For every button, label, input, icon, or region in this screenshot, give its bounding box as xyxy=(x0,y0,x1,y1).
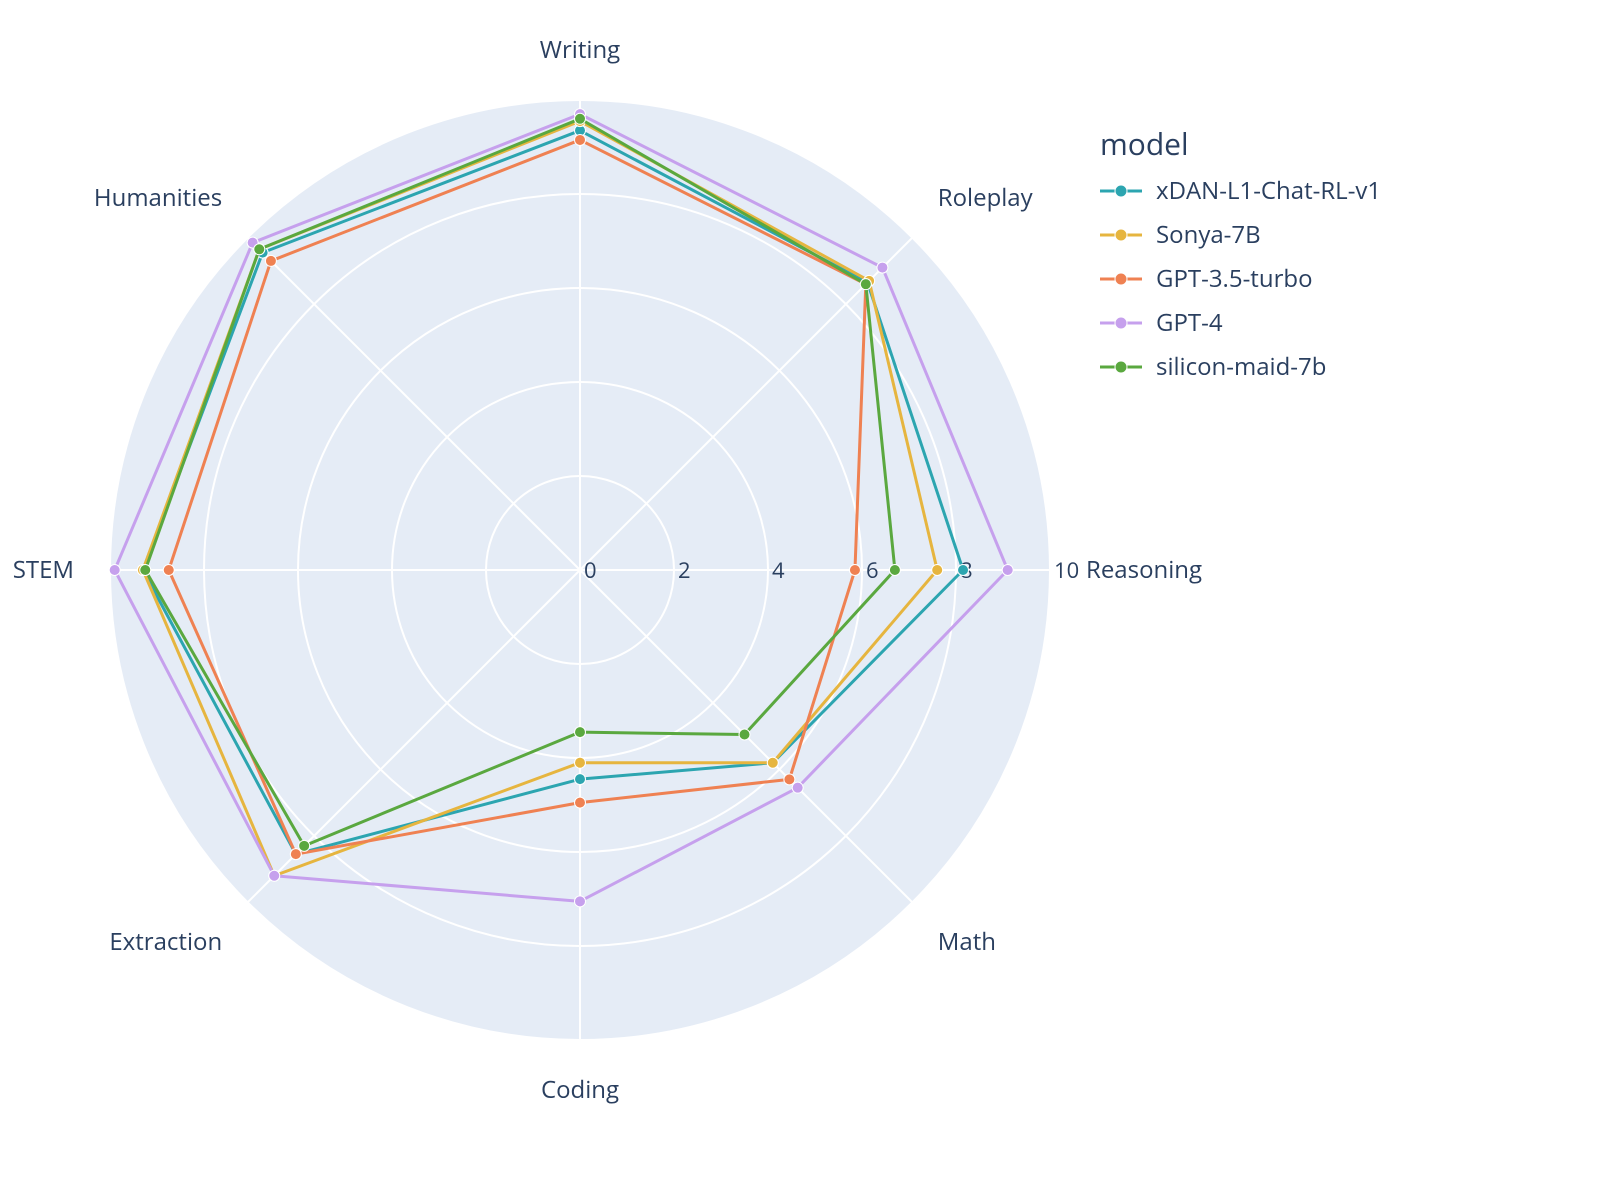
series-marker xyxy=(958,565,969,576)
legend-label[interactable]: GPT-4 xyxy=(1156,306,1223,339)
radial-tick-label: 4 xyxy=(772,555,785,585)
legend-swatch-marker xyxy=(1115,361,1127,373)
series-marker xyxy=(932,565,943,576)
radial-tick-label: 10 xyxy=(1054,555,1079,585)
series-marker xyxy=(860,279,871,290)
legend-label[interactable]: Sonya-7B xyxy=(1156,218,1261,251)
series-marker xyxy=(575,896,586,907)
series-marker xyxy=(575,757,586,768)
series-marker xyxy=(575,113,586,124)
radar-chart-container: 0246810WritingRoleplayReasoningMathCodin… xyxy=(0,0,1600,1200)
category-label: Reasoning xyxy=(1086,553,1202,586)
legend-label[interactable]: silicon-maid-7b xyxy=(1156,350,1326,383)
category-label: Coding xyxy=(541,1073,619,1106)
category-label: Extraction xyxy=(109,925,222,958)
legend-label[interactable]: xDAN-L1-Chat-RL-v1 xyxy=(1156,174,1381,207)
legend-swatch-marker xyxy=(1115,273,1127,285)
series-marker xyxy=(299,840,310,851)
radial-tick-label: 6 xyxy=(866,555,879,585)
legend-swatch-marker xyxy=(1115,185,1127,197)
series-marker xyxy=(109,565,120,576)
series-marker xyxy=(1002,565,1013,576)
legend-swatch-marker xyxy=(1115,317,1127,329)
legend-label[interactable]: GPT-3.5-turbo xyxy=(1156,262,1313,295)
category-label: Humanities xyxy=(94,181,222,214)
radial-tick-label: 0 xyxy=(584,555,597,585)
category-label: Writing xyxy=(540,33,620,66)
radar-chart: 0246810WritingRoleplayReasoningMathCodin… xyxy=(0,0,1600,1200)
series-marker xyxy=(575,797,586,808)
series-marker xyxy=(889,565,900,576)
series-marker xyxy=(163,565,174,576)
series-marker xyxy=(784,774,795,785)
legend-swatch-marker xyxy=(1115,229,1127,241)
category-label: Math xyxy=(938,925,996,958)
series-marker xyxy=(849,565,860,576)
category-label: Roleplay xyxy=(938,181,1034,214)
series-marker xyxy=(767,757,778,768)
series-marker xyxy=(269,870,280,881)
series-marker xyxy=(254,244,265,255)
series-marker xyxy=(575,774,586,785)
series-marker xyxy=(265,255,276,266)
category-label: STEM xyxy=(13,553,74,586)
series-marker xyxy=(575,134,586,145)
series-marker xyxy=(877,262,888,273)
series-marker xyxy=(739,729,750,740)
series-marker xyxy=(575,727,586,738)
series-marker xyxy=(290,849,301,860)
series-marker xyxy=(792,782,803,793)
legend-title: model xyxy=(1100,123,1189,164)
series-marker xyxy=(140,565,151,576)
radial-tick-label: 2 xyxy=(678,555,691,585)
